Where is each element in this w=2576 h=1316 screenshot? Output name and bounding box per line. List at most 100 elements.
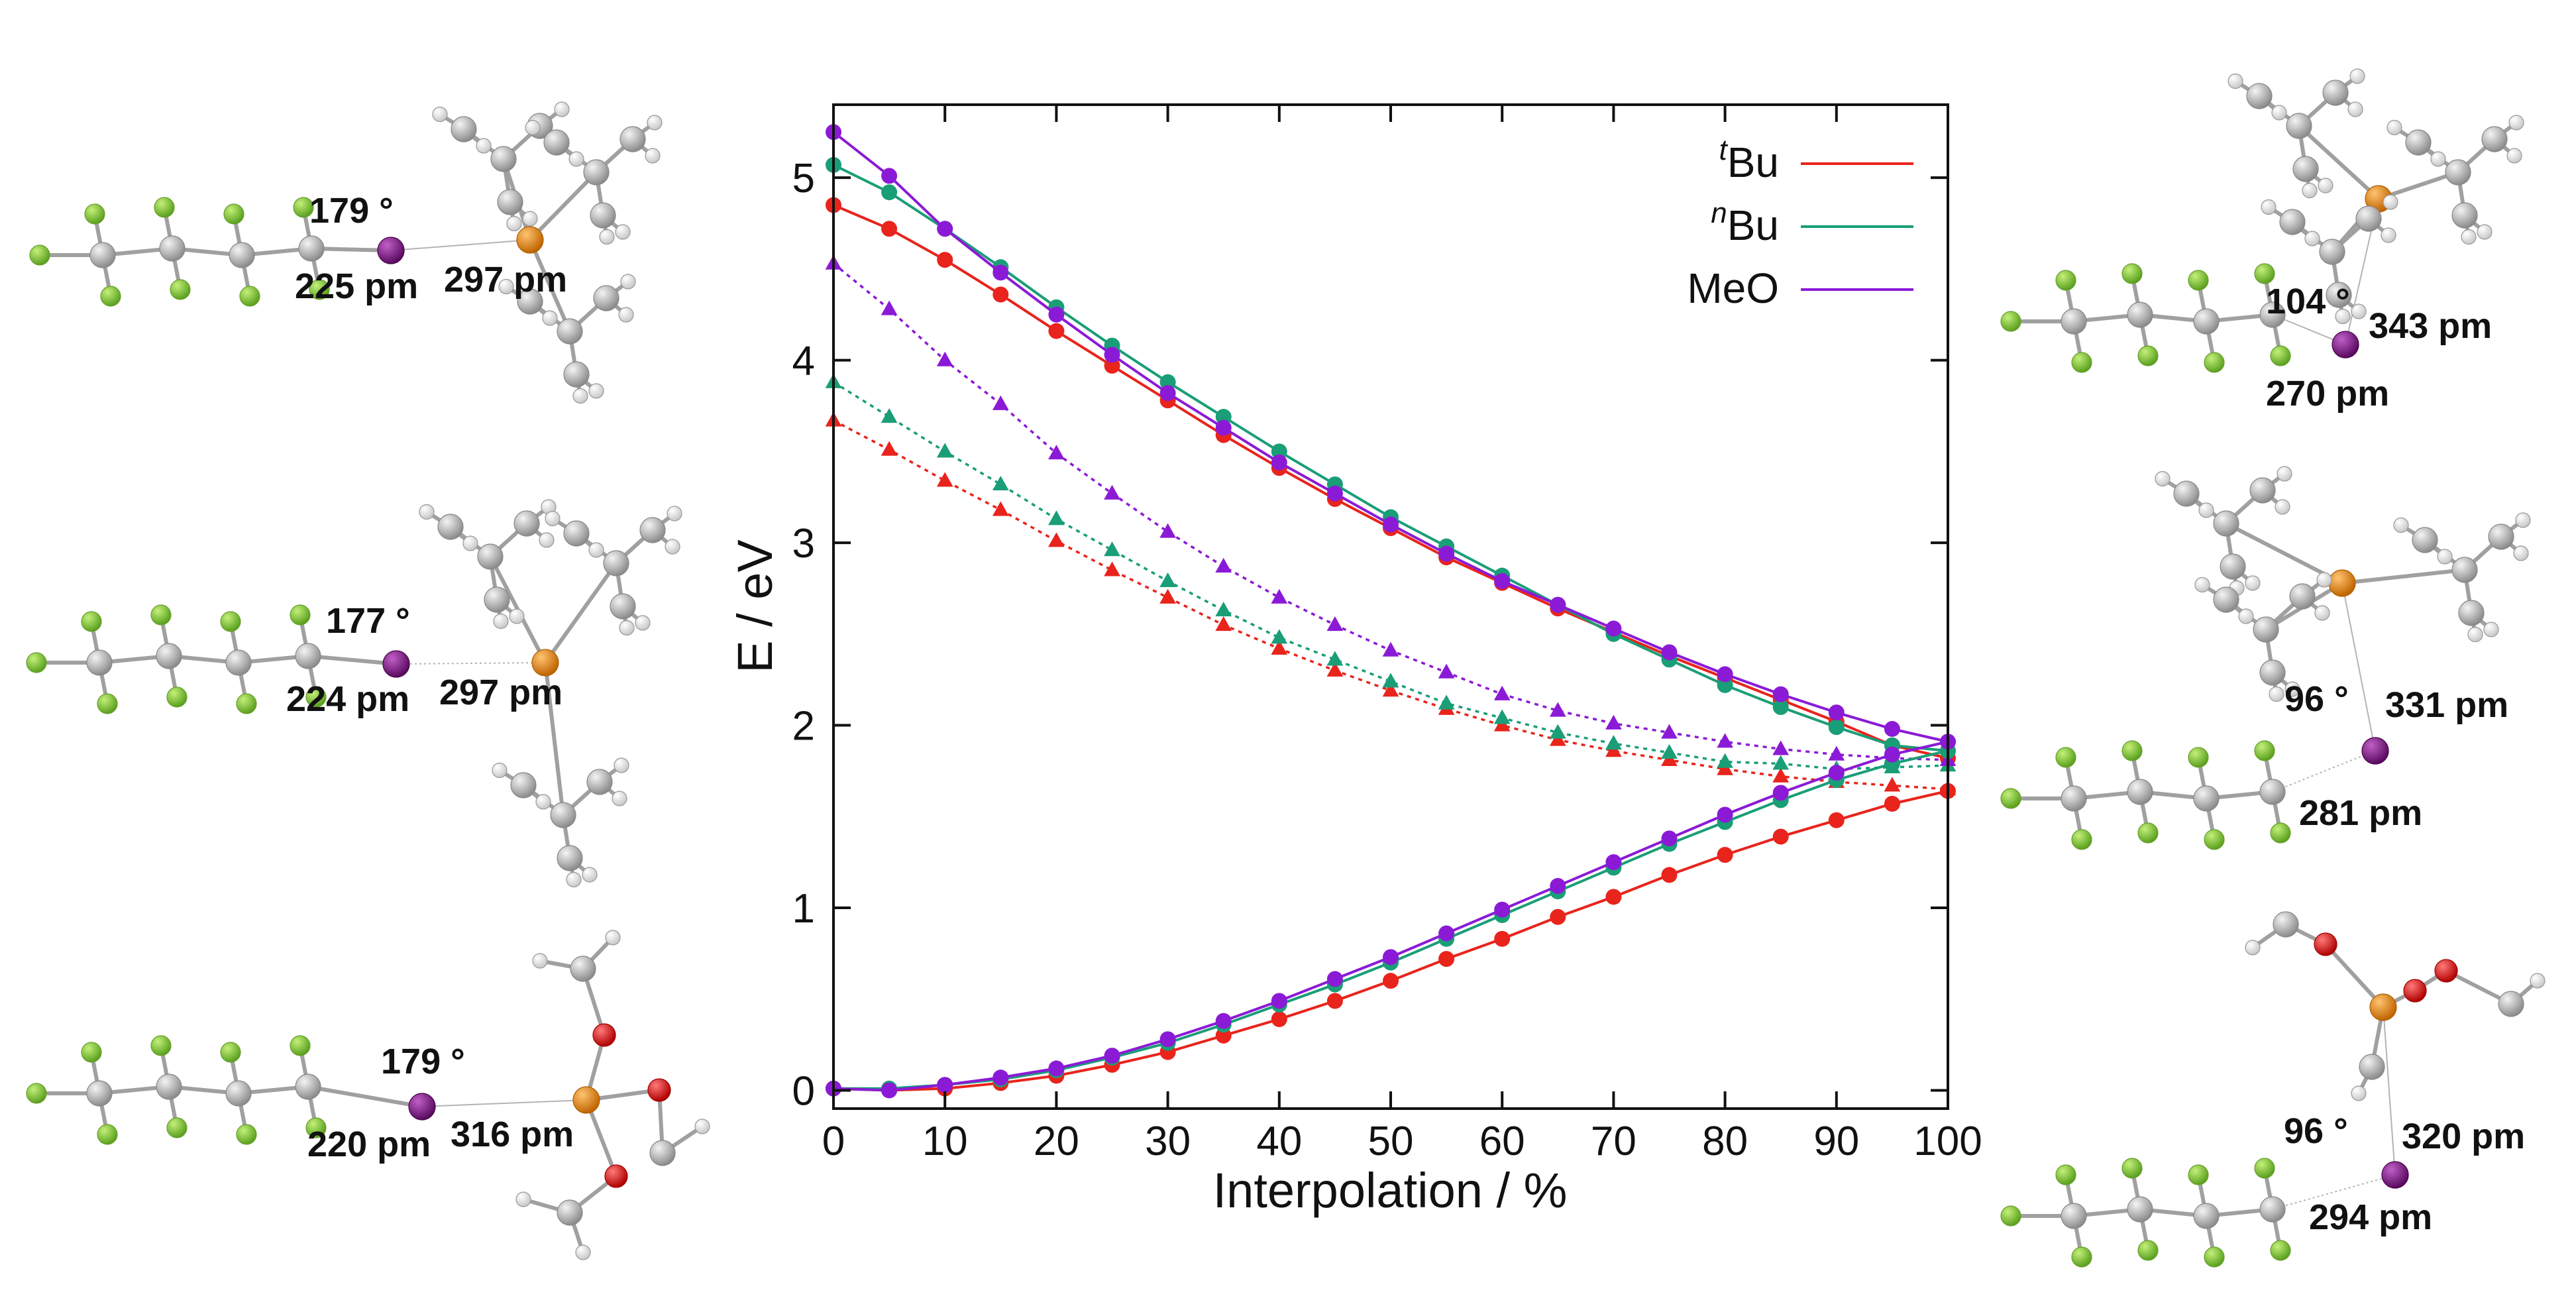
data-point — [1717, 666, 1733, 683]
bond — [543, 662, 565, 816]
data-point — [1772, 828, 1789, 845]
carbon-atom — [649, 1140, 676, 1166]
data-point — [1382, 641, 1399, 657]
tbu-complex-bond1: 225 pm — [295, 266, 418, 306]
hydrogen-atom — [2467, 626, 2483, 643]
carbon-atom — [557, 845, 583, 871]
data-point — [1884, 746, 1900, 763]
carbon-atom — [2193, 1203, 2220, 1229]
hydrogen-atom — [462, 535, 478, 551]
fluorine-atom — [2204, 829, 2225, 850]
hydrogen-atom — [575, 1244, 591, 1260]
hydrogen-atom — [2349, 68, 2365, 84]
carbon-atom — [2259, 659, 2286, 686]
fluorine-atom — [2188, 270, 2209, 291]
data-point — [1271, 588, 1288, 604]
hydrogen-atom — [2275, 499, 2290, 515]
hydrogen-atom — [612, 791, 627, 806]
oxygen-atom — [2403, 979, 2427, 1003]
hydrogen-atom — [506, 215, 522, 232]
data-point — [1494, 901, 1511, 918]
data-point — [881, 1082, 898, 1099]
carbon-atom — [477, 543, 504, 570]
data-point — [1661, 644, 1678, 661]
hydrogen-atom — [2381, 227, 2396, 243]
carbon-atom — [497, 189, 523, 215]
y-tick-label: 2 — [792, 704, 815, 749]
fluorine-atom — [166, 686, 188, 708]
phosphorus-atom — [2369, 993, 2397, 1021]
data-point — [1215, 419, 1232, 436]
carbon-atom — [2412, 527, 2438, 553]
data-point — [881, 441, 898, 456]
iodine-atom — [382, 650, 410, 678]
x-tick-label: 80 — [1702, 1119, 1748, 1164]
carbon-atom — [225, 649, 252, 676]
data-point — [1661, 830, 1678, 847]
x-tick-label: 20 — [1034, 1119, 1079, 1164]
hydrogen-atom — [522, 211, 538, 227]
phosphorus-atom — [572, 1086, 600, 1114]
data-point — [1884, 795, 1900, 812]
fluorine-atom — [2270, 822, 2291, 844]
hydrogen-atom — [2387, 119, 2402, 136]
tbu-ts-angle: 104 ° — [2266, 282, 2350, 321]
hydrogen-atom — [432, 106, 448, 123]
fluorine-atom — [2188, 747, 2209, 768]
hydrogen-atom — [535, 794, 551, 810]
iodine-atom — [377, 237, 405, 264]
fluorine-atom — [2055, 1164, 2076, 1185]
hydrogen-atom — [2245, 575, 2261, 591]
fluorine-atom — [2137, 822, 2159, 844]
fluorine-atom — [2137, 1240, 2159, 1261]
data-point — [881, 168, 898, 184]
carbon-atom — [295, 643, 321, 669]
data-point — [1605, 735, 1622, 750]
hydrogen-atom — [2316, 572, 2332, 588]
fluorine-atom — [2270, 1240, 2291, 1261]
data-point — [1605, 714, 1622, 730]
tbu-complex-molecule — [29, 101, 663, 404]
hydrogen-atom — [2508, 115, 2524, 131]
fluorine-atom — [97, 693, 118, 714]
carbon-atom — [2292, 156, 2319, 182]
fluorine-atom — [150, 1035, 172, 1056]
y-tick-label: 4 — [792, 339, 815, 384]
hydrogen-atom — [554, 101, 570, 117]
data-point — [1271, 454, 1287, 470]
carbon-atom — [586, 769, 613, 795]
data-point — [992, 475, 1009, 491]
meo-complex-angle: 179 ° — [381, 1042, 465, 1081]
data-point — [936, 351, 953, 366]
data-point — [1438, 545, 1455, 562]
data-point — [1772, 740, 1790, 755]
hydrogen-atom — [2335, 308, 2351, 325]
hydrogen-atom — [566, 871, 582, 888]
meo-ts-bond2: 294 pm — [2309, 1197, 2432, 1237]
hydrogen-atom — [618, 307, 634, 323]
legend-main: Bu — [1727, 138, 1779, 186]
data-point — [881, 408, 898, 423]
data-point — [1493, 685, 1511, 700]
carbon-atom — [2322, 80, 2349, 106]
carbon-atom — [2246, 83, 2273, 109]
y-axis: 0 1 2 3 4 5 — [792, 156, 1948, 1114]
fluorine-atom — [2121, 1158, 2143, 1179]
carbon-atom — [437, 514, 464, 540]
data-point — [1215, 602, 1232, 617]
y-tick-label: 5 — [792, 156, 815, 201]
fluorine-atom — [2121, 740, 2143, 761]
carbon-atom — [2445, 159, 2471, 186]
y-tick-label: 3 — [792, 521, 815, 567]
iodine-atom — [2361, 737, 2389, 765]
fluorine-atom — [305, 1117, 327, 1138]
carbon-atom — [89, 242, 116, 268]
data-point — [1271, 1011, 1287, 1028]
carbon-atom — [2193, 785, 2220, 812]
data-point — [993, 264, 1009, 281]
iodine-atom — [2381, 1161, 2409, 1189]
data-point — [1549, 702, 1566, 717]
carbon-atom — [2127, 1196, 2153, 1223]
data-point — [1048, 510, 1065, 525]
